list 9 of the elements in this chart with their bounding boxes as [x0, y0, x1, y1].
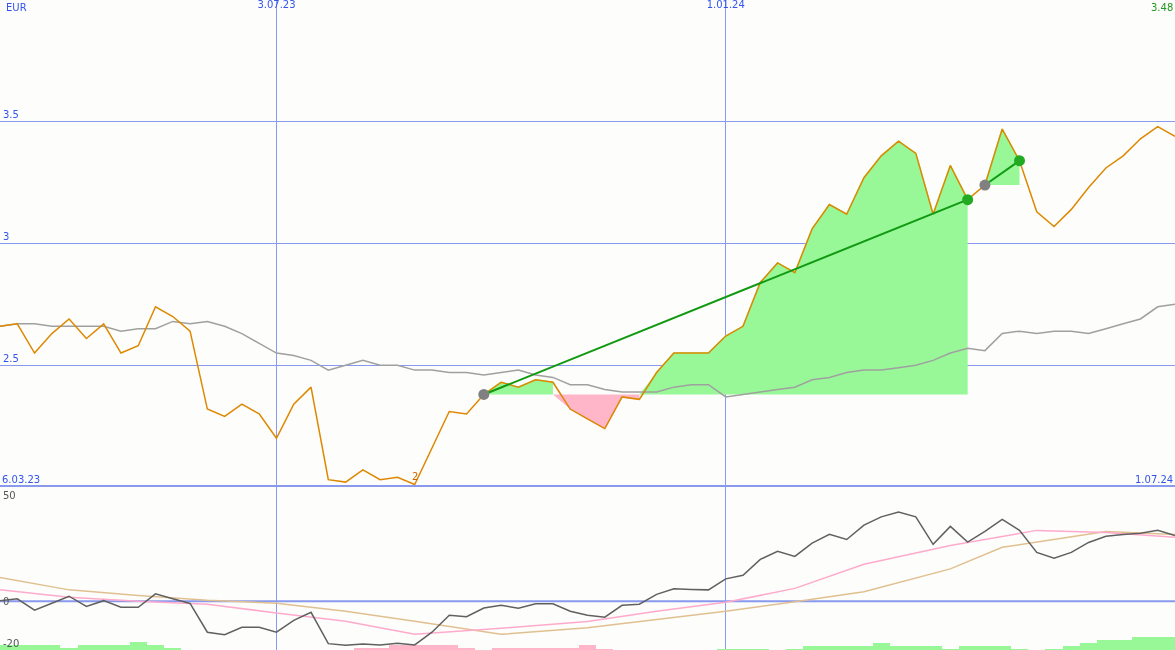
y-axis-title: EUR	[6, 2, 27, 13]
annotation: 1.07.24	[1135, 474, 1174, 485]
y-tick-label: 2.5	[3, 352, 19, 364]
annotation: 2	[412, 471, 419, 482]
y-tick-label: 3.5	[3, 109, 19, 121]
y-tick-label: 50	[3, 489, 16, 501]
annotation: 6.03.23	[2, 474, 41, 485]
y-tick-label: 3	[3, 230, 10, 242]
annotation: 3.48	[1151, 2, 1174, 13]
